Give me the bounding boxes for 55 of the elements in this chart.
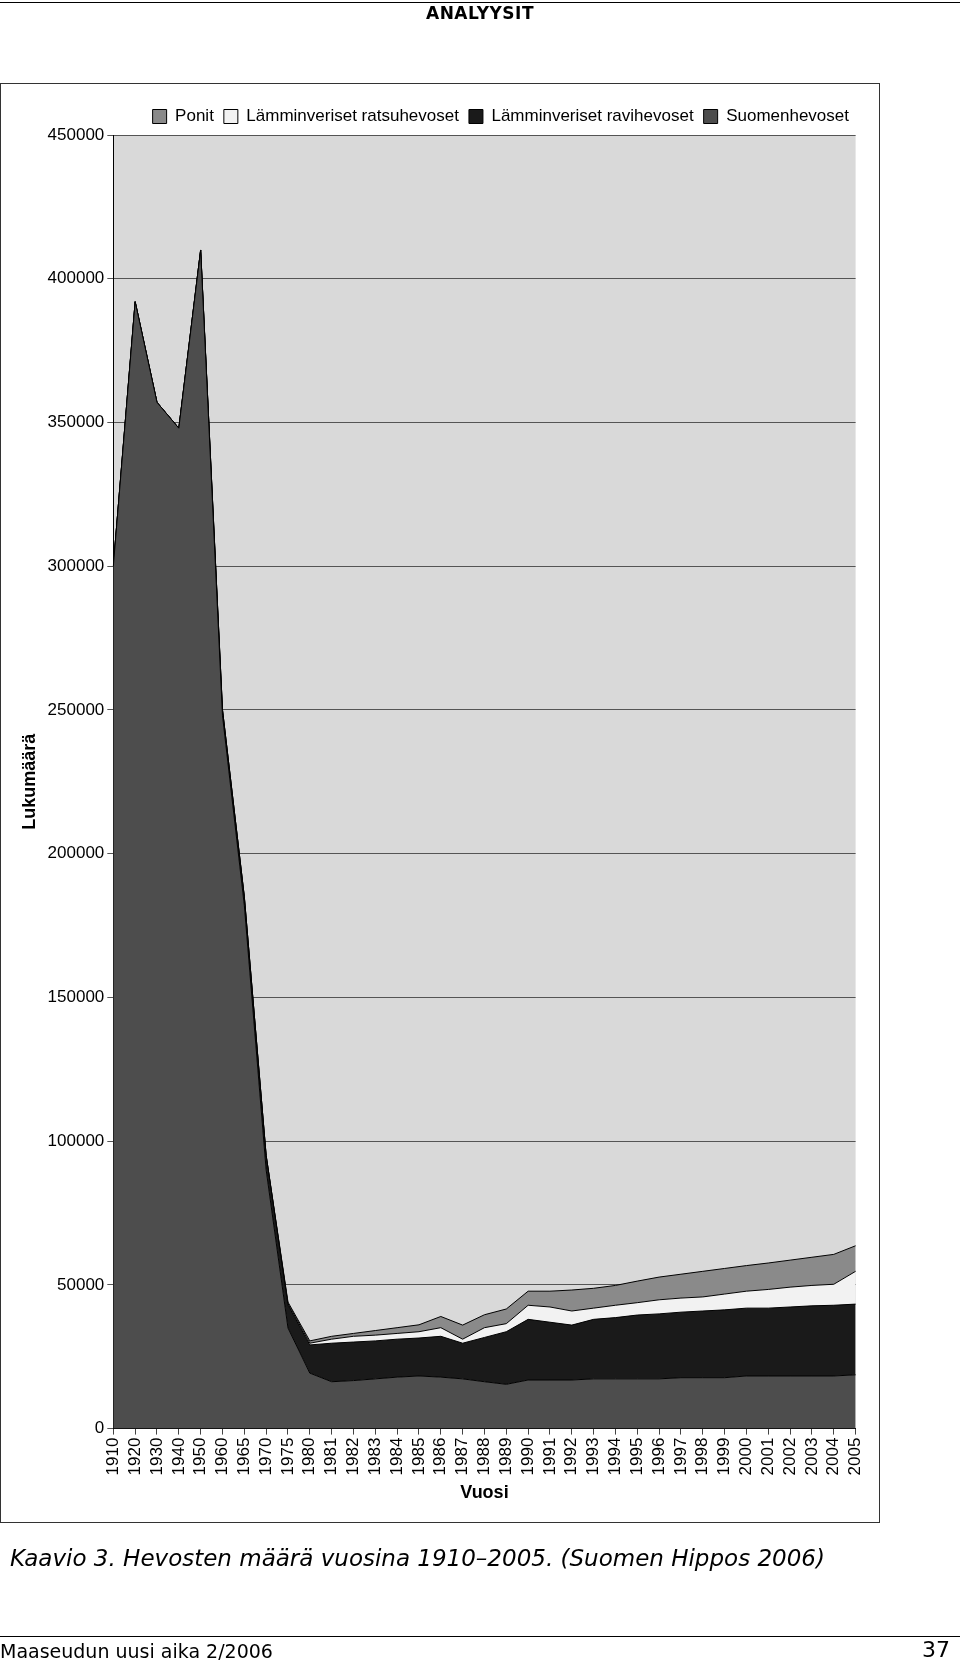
y-axis-title: Lukumäärä [18, 732, 39, 830]
y-tick-label: 450000 [47, 124, 105, 144]
text: 37 [922, 1637, 950, 1662]
x-tick-label: 1996 [648, 1437, 668, 1476]
x-tick-label: 1965 [234, 1437, 253, 1476]
y-tick-label: 200000 [47, 843, 105, 863]
x-tick-label: 1990 [517, 1437, 537, 1476]
x-tick-label: 1975 [277, 1437, 297, 1476]
x-tick-label: 1980 [299, 1437, 319, 1476]
x-tick-label: 1920 [124, 1437, 144, 1476]
x-tick-label: 1989 [495, 1437, 515, 1476]
y-tick-label: 50000 [57, 1274, 105, 1294]
x-tick-label: 1983 [364, 1437, 384, 1476]
legend-label: Lämminveriset ratsuhevoset [246, 106, 460, 126]
y-tick-label: 0 [94, 1418, 105, 1438]
y-tick-label: 100000 [47, 1130, 105, 1150]
legend-label: Suomenhevoset [726, 106, 850, 126]
x-tick-label: 1984 [386, 1437, 406, 1476]
x-tick-label: 2003 [801, 1437, 821, 1476]
y-tick-label: 400000 [47, 268, 105, 288]
y-tick-label: 350000 [47, 412, 105, 432]
text: ANALYYSIT [0, 2, 960, 23]
y-tick-label: 300000 [47, 555, 105, 575]
x-tick-label: 1970 [255, 1437, 275, 1476]
x-tick-label: 1982 [343, 1437, 363, 1476]
x-tick-label: 1999 [714, 1437, 734, 1476]
x-tick-label: 2001 [757, 1437, 777, 1476]
x-tick-label: 1991 [539, 1437, 559, 1476]
x-tick-label: 1997 [670, 1437, 690, 1476]
x-tick-label: 1950 [190, 1437, 210, 1476]
x-tick-label: 1995 [626, 1437, 646, 1476]
x-tick-label: 1985 [408, 1437, 428, 1476]
x-tick-label: 1988 [474, 1437, 494, 1476]
text: Maaseudun uusi aika 2/2006 [0, 1640, 273, 1662]
x-tick-label: 1960 [212, 1437, 232, 1476]
legend-label: Lämminveriset ravihevoset [491, 106, 694, 126]
x-tick-label: 1940 [168, 1437, 188, 1476]
text: Kaavio 3. Hevosten määrä vuosina 1910–2005. (Suomen Hippos 2006) [10, 1545, 826, 1571]
x-tick-label: 1910 [103, 1437, 123, 1476]
x-tick-label: 1987 [452, 1437, 472, 1476]
x-tick-label: 2004 [823, 1437, 843, 1476]
x-tick-label: 1986 [430, 1437, 450, 1476]
y-tick-label: 250000 [47, 699, 105, 719]
x-tick-label: 1994 [605, 1437, 625, 1476]
x-tick-label: 2002 [779, 1437, 799, 1476]
y-tick-label: 150000 [47, 987, 105, 1007]
x-tick-label: 1981 [321, 1437, 341, 1476]
x-tick-label: 1930 [146, 1437, 166, 1476]
x-tick-label: 1998 [692, 1437, 712, 1476]
x-tick-label: 1993 [583, 1437, 603, 1476]
x-tick-label: 1992 [561, 1437, 581, 1476]
x-tick-label: 2000 [736, 1437, 756, 1476]
legend-label: Ponit [175, 106, 215, 126]
x-tick-label: 2005 [845, 1437, 865, 1476]
x-axis-title: Vuosi [460, 1482, 509, 1503]
